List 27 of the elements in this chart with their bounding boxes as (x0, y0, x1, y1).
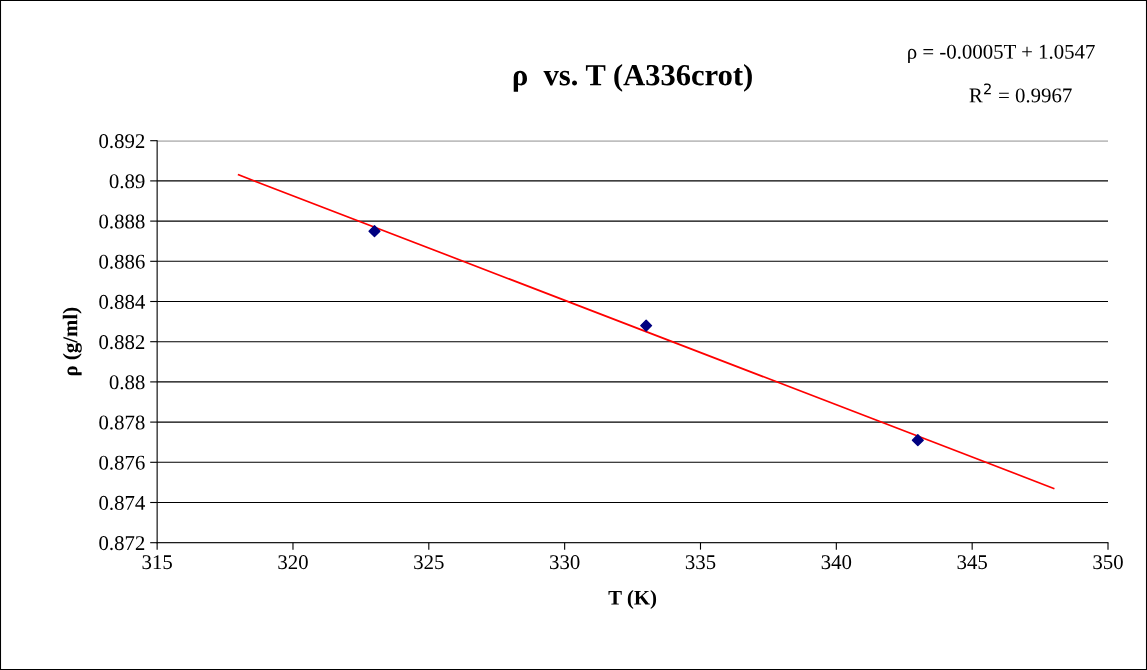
y-tick-label: 0.878 (99, 415, 145, 430)
point (640, 319, 653, 332)
y-tick-label: 0.888 (99, 214, 145, 229)
y-axis-title: ρ (g/ml) (62, 307, 82, 376)
y-tick-label: 0.876 (99, 455, 145, 470)
x-tick-label: 320 (278, 555, 308, 570)
x-tick-label: 350 (1093, 555, 1123, 570)
y-tick-label: 0.874 (99, 495, 146, 511)
x-axis-title: T (K) (608, 590, 657, 609)
x-tick-label: 315 (142, 555, 172, 570)
chart-title: ρ vs. T (A336crot) (513, 63, 752, 92)
text: R$^{2}$ = 0.9967 (969, 83, 1072, 103)
x-tick-label: 345 (957, 555, 987, 570)
y-tick-label: 0.884 (99, 294, 146, 310)
x-tick-label: 335 (685, 555, 716, 570)
y-tick-label: 0.892 (99, 134, 145, 149)
y-tick-label: 0.886 (99, 254, 145, 269)
x-tick-label: 325 (414, 555, 444, 570)
y-tick-label: 0.88 (109, 375, 145, 390)
text: ρ = -0.0005T + 1.0547 (908, 44, 1095, 64)
y-tick-label: 0.89 (109, 174, 145, 189)
y-tick-label: 0.872 (99, 536, 145, 551)
x-tick-label: 330 (550, 555, 580, 570)
point (368, 225, 381, 238)
y-tick-label: 0.882 (99, 335, 145, 350)
point (911, 434, 924, 447)
x-tick-label: 340 (821, 555, 852, 570)
